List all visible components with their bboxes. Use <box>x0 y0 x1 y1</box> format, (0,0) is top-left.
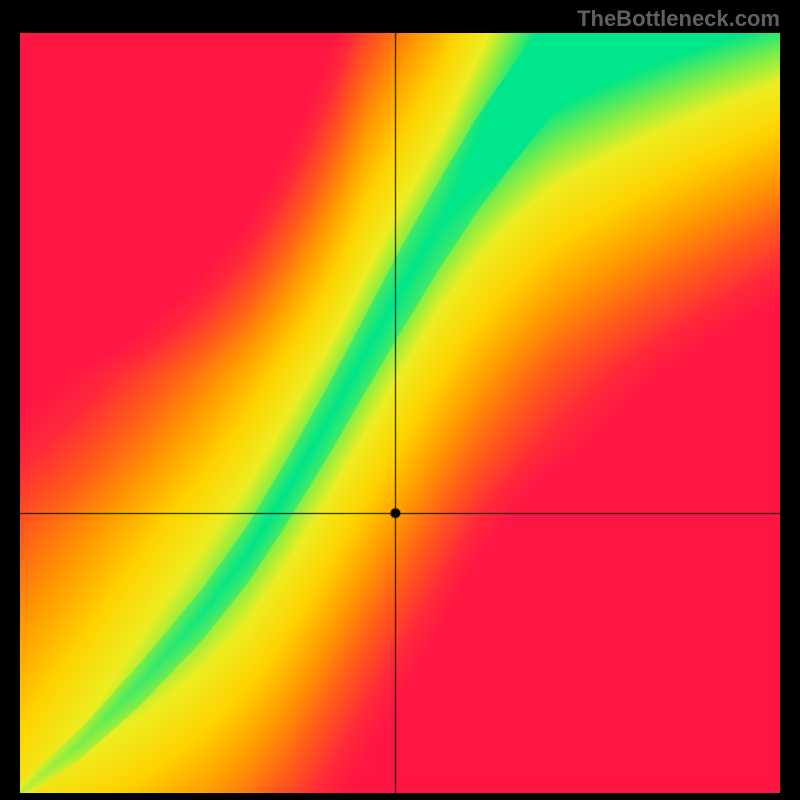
heatmap-canvas <box>20 33 780 793</box>
watermark-text: TheBottleneck.com <box>577 6 780 32</box>
